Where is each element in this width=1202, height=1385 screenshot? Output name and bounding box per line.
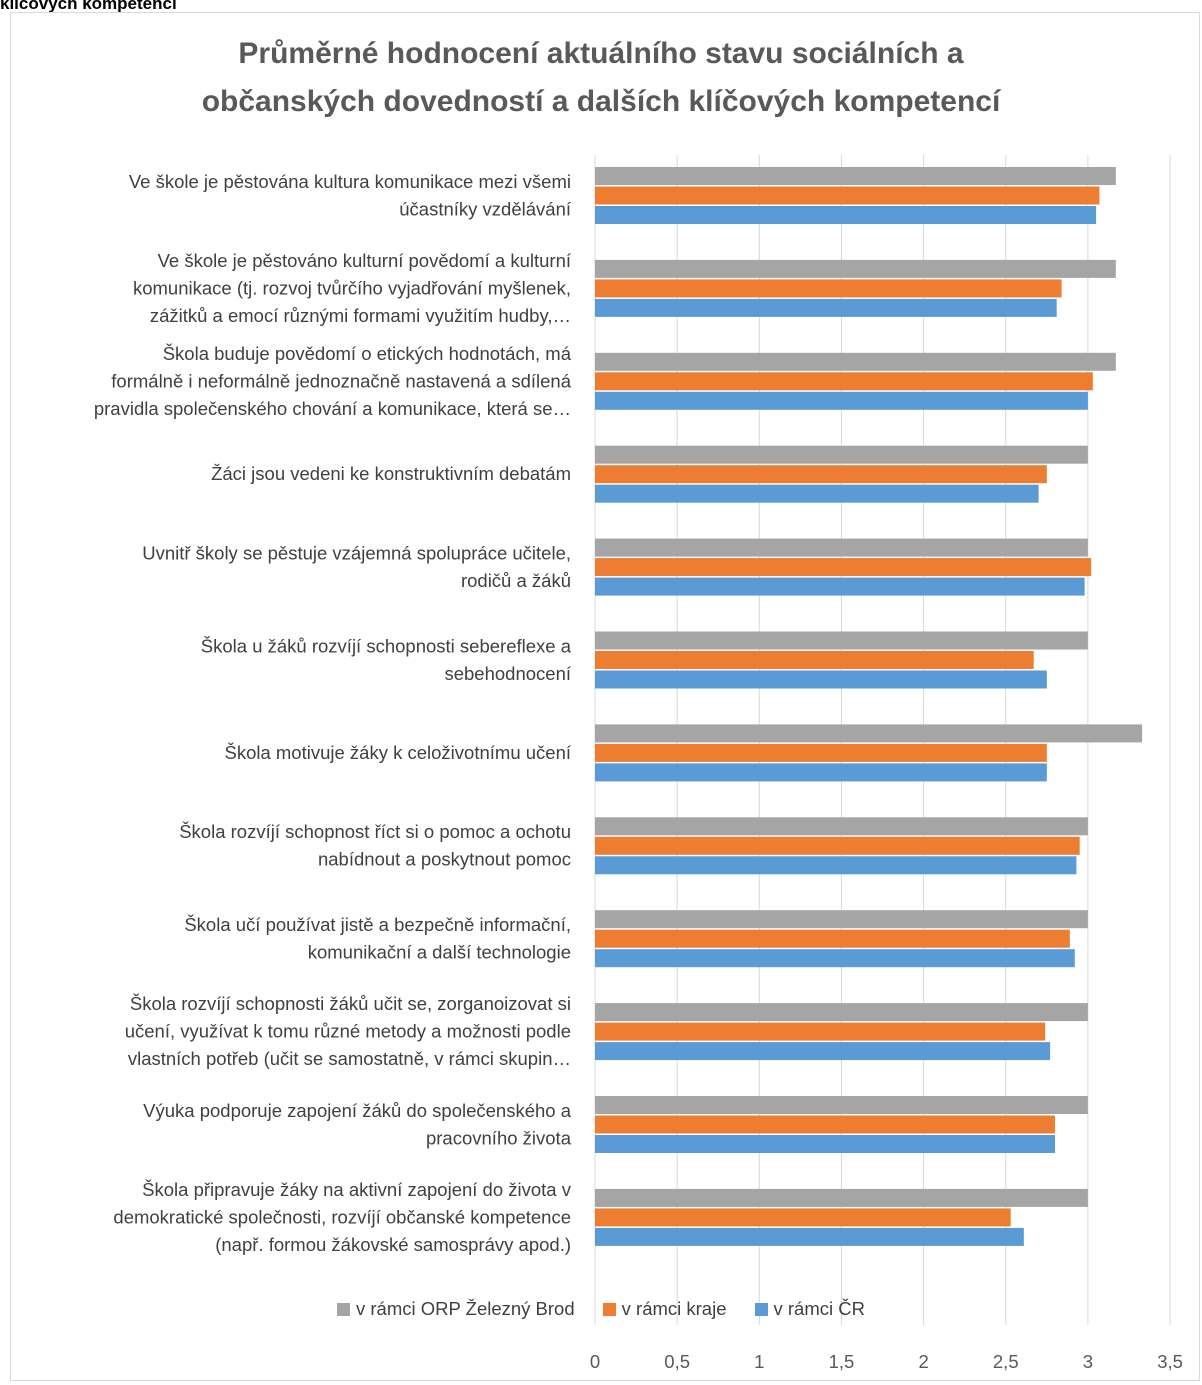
bar bbox=[595, 763, 1047, 782]
category-label: Škola připravuje žáky na aktivní zapojen… bbox=[142, 1179, 572, 1200]
bar bbox=[595, 724, 1143, 743]
category-label: komunikační a další technologie bbox=[308, 941, 571, 962]
bar bbox=[595, 465, 1047, 484]
category-label: demokratické společnosti, rozvíjí občans… bbox=[113, 1206, 571, 1227]
category-label: Škola motivuje žáky k celoživotnímu učen… bbox=[224, 742, 571, 763]
bar bbox=[595, 577, 1085, 596]
category-label: Uvnitř školy se pěstuje vzájemná spolupr… bbox=[142, 542, 571, 563]
bar bbox=[595, 631, 1088, 650]
x-tick-label: 1 bbox=[754, 1351, 764, 1372]
category-label: Výuka podporuje zapojení žáků do společe… bbox=[143, 1100, 572, 1121]
bar bbox=[595, 817, 1088, 836]
bar bbox=[595, 1227, 1024, 1246]
chart-title-line-1: Průměrné hodnocení aktuálního stavu soci… bbox=[238, 37, 964, 70]
chart-legend: v rámci ORP Železný Brod v rámci kraje v r… bbox=[0, 1298, 1202, 1320]
x-tick-label: 2 bbox=[918, 1351, 928, 1372]
bar bbox=[595, 910, 1088, 929]
category-label: Škola buduje povědomí o etických hodnotá… bbox=[163, 343, 572, 364]
category-label: Škola učí používat jistě a bezpečně info… bbox=[184, 914, 571, 935]
category-label: Žáci jsou vedeni ke konstruktivním debat… bbox=[211, 463, 571, 484]
legend-item: v rámci ČR bbox=[754, 1298, 865, 1320]
bar bbox=[595, 1042, 1051, 1061]
category-label: vlastních potřeb (učit se samostatně, v … bbox=[128, 1048, 571, 1069]
category-label: Ve škole je pěstováno kulturní povědomí … bbox=[158, 250, 572, 271]
legend-swatch bbox=[337, 1302, 350, 1316]
bar bbox=[595, 167, 1116, 185]
bar bbox=[595, 298, 1057, 317]
x-tick-label: 3 bbox=[1083, 1351, 1093, 1372]
bar bbox=[595, 279, 1062, 298]
legend-label: v rámci ORP Železný Brod bbox=[356, 1298, 575, 1319]
legend-label: v rámci kraje bbox=[621, 1298, 727, 1319]
category-label: pracovního života bbox=[426, 1127, 572, 1148]
bar bbox=[595, 1115, 1056, 1134]
category-label: zážitků a emocí různými formami využitím… bbox=[150, 305, 571, 326]
legend-item: v rámci ORP Železný Brod bbox=[337, 1298, 575, 1320]
category-label: (např. formou žákovské samosprávy apod.) bbox=[215, 1234, 571, 1255]
category-label: sebehodnocení bbox=[444, 663, 571, 684]
bar bbox=[595, 186, 1100, 205]
category-label: učení, využívat k tomu různé metody a mo… bbox=[125, 1021, 571, 1042]
bar bbox=[595, 929, 1070, 948]
bar bbox=[595, 484, 1039, 503]
bar bbox=[595, 391, 1088, 410]
bar bbox=[595, 1188, 1088, 1207]
category-label: formálně i neformálně jednoznačně nastav… bbox=[111, 370, 571, 391]
category-label: nabídnout a poskytnout pomoc bbox=[318, 849, 571, 870]
x-tick-label: 0 bbox=[590, 1351, 600, 1372]
chart-frame bbox=[10, 12, 1200, 1381]
bar bbox=[595, 651, 1034, 669]
bar bbox=[595, 1096, 1088, 1114]
x-tick-label: 2,5 bbox=[993, 1351, 1019, 1372]
bar bbox=[595, 352, 1116, 371]
bar bbox=[595, 836, 1080, 855]
category-label: Škola rozvíjí schopnosti žáků učit se, z… bbox=[130, 993, 571, 1014]
x-tick-label: 3,5 bbox=[1157, 1351, 1183, 1372]
bar bbox=[595, 1208, 1011, 1227]
bar bbox=[595, 558, 1092, 577]
bar bbox=[595, 206, 1097, 224]
category-label: komunikace (tj. rozvoj tvůrčího vyjadřov… bbox=[133, 277, 571, 298]
bar bbox=[595, 538, 1088, 557]
section-heading: klíčových kompetencí bbox=[0, 0, 177, 13]
legend-swatch bbox=[754, 1302, 768, 1316]
category-label: Škola u žáků rozvíjí schopnosti seberefl… bbox=[201, 635, 572, 656]
category-label: účastníky vzdělávání bbox=[399, 198, 572, 219]
category-label: Škola rozvíjí schopnost říct si o pomoc … bbox=[179, 821, 571, 842]
category-label: pravidla společenského chování a komunik… bbox=[94, 398, 571, 419]
bar bbox=[595, 259, 1116, 278]
bar bbox=[595, 372, 1093, 391]
category-label: rodičů a žáků bbox=[461, 570, 571, 591]
x-tick-label: 0,5 bbox=[664, 1351, 690, 1372]
category-label: Ve škole je pěstována kultura komunikace… bbox=[129, 171, 571, 192]
bar bbox=[595, 1022, 1046, 1041]
bar bbox=[595, 445, 1088, 464]
bar bbox=[595, 743, 1047, 762]
chart-title-line-2: občanských dovedností a dalších klíčovýc… bbox=[201, 85, 1001, 118]
legend-swatch bbox=[602, 1302, 616, 1316]
bar bbox=[595, 1003, 1088, 1022]
legend-label: v rámci ČR bbox=[773, 1298, 865, 1319]
bar bbox=[595, 856, 1077, 875]
bar bbox=[595, 1135, 1056, 1153]
bar bbox=[595, 670, 1047, 689]
x-tick-label: 1,5 bbox=[829, 1351, 855, 1372]
chart-title: Průměrné hodnocení aktuálního stavu soci… bbox=[0, 30, 1202, 126]
bar bbox=[595, 949, 1075, 968]
legend-item: v rámci kraje bbox=[602, 1298, 727, 1320]
